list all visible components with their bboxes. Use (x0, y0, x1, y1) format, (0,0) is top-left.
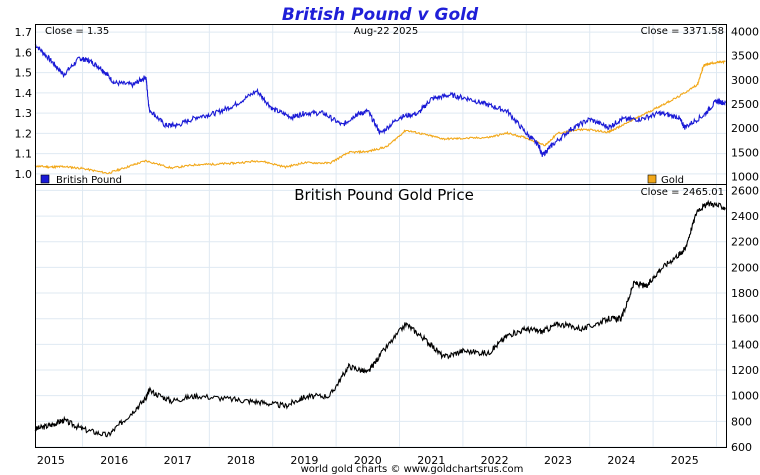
x-tick-label: 2015 (37, 454, 65, 467)
x-tick-label: 2023 (544, 454, 572, 467)
top-left-tick-label: 1.4 (15, 87, 33, 100)
legend-pound-swatch (40, 174, 50, 184)
bottom-right-tick-label: 1400 (731, 338, 759, 351)
legend-gold-swatch (647, 174, 657, 184)
legend-gold-label: Gold (661, 175, 684, 186)
top-right-tick-label: 3500 (731, 50, 759, 63)
close-gold-price-label: Close = 2465.01 (641, 187, 724, 198)
top-panel-frame (35, 24, 727, 185)
bottom-panel-frame (35, 184, 727, 448)
close-pound-label: Close = 1.35 (45, 26, 109, 37)
top-right-tick-label: 1500 (731, 146, 759, 159)
date-label: Aug-22 2025 (354, 26, 419, 37)
gold-price-series-line (34, 199, 726, 438)
footer-credit: world gold charts © www.goldchartsrus.co… (301, 464, 524, 475)
legend-pound-label: British Pound (56, 175, 122, 186)
top-left-tick-label: 1.0 (15, 168, 33, 181)
x-tick-label: 2022 (481, 454, 509, 467)
top-right-tick-label: 2500 (731, 98, 759, 111)
bottom-right-tick-label: 1000 (731, 390, 759, 403)
tick-layer: 2015 2016 2017 2018 2019 2020 2021 2022 2023 2024… (15, 25, 760, 467)
top-right-tick-label: 1000 (731, 171, 759, 184)
bottom-right-tick-label: 1200 (731, 364, 759, 377)
close-gold-label: Close = 3371.58 (641, 26, 724, 37)
top-left-tick-label: 1.2 (15, 127, 33, 140)
bottom-right-tick-label: 2400 (731, 210, 759, 223)
x-tick-label: 2017 (164, 454, 192, 467)
top-left-tick-label: 1.3 (15, 107, 33, 120)
top-right-tick-label: 4000 (731, 25, 759, 38)
top-left-tick-label: 1.7 (15, 26, 33, 39)
bottom-right-tick-label: 1800 (731, 287, 759, 300)
bottom-right-tick-label: 800 (731, 415, 752, 428)
top-right-tick-label: 2000 (731, 122, 759, 135)
x-tick-label: 2021 (417, 454, 445, 467)
top-right-tick-label: 3000 (731, 74, 759, 87)
x-tick-label: 2016 (100, 454, 128, 467)
x-tick-label: 2024 (607, 454, 635, 467)
x-tick-label: 2025 (671, 454, 699, 467)
pound-series-line (34, 43, 726, 157)
bottom-right-tick-label: 600 (731, 441, 752, 454)
grid-layer (35, 24, 726, 448)
top-left-tick-label: 1.1 (15, 148, 33, 161)
bottom-chart-title: British Pound Gold Price (294, 186, 474, 204)
bottom-right-tick-label: 1600 (731, 313, 759, 326)
bottom-right-tick-label: 2200 (731, 236, 759, 249)
top-left-tick-label: 1.6 (15, 46, 33, 59)
x-tick-label: 2018 (227, 454, 255, 467)
x-tick-label: 2020 (354, 454, 382, 467)
bottom-right-tick-label: 2600 (731, 184, 759, 197)
x-tick-label: 2019 (290, 454, 318, 467)
gold-series-line (34, 60, 726, 175)
chart-title: British Pound v Gold (282, 5, 479, 25)
bottom-right-tick-label: 2000 (731, 261, 759, 274)
top-left-tick-label: 1.5 (15, 67, 33, 80)
series-layer (34, 43, 726, 438)
